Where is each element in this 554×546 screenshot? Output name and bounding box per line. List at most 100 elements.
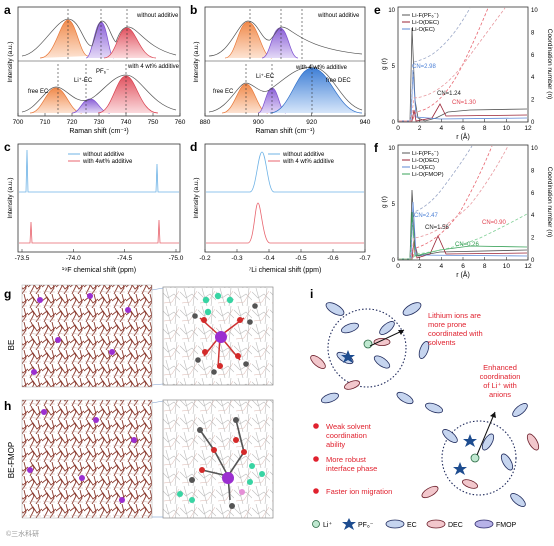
panel-c-legend-0: without additive (82, 152, 125, 158)
panel-d-ylabel: Intensity (a.u.) (193, 177, 200, 218)
panel-b-xlabel: Raman shift (cm⁻¹) (255, 128, 314, 135)
panel-e-yticks: 0 5 10 (388, 8, 395, 126)
panel-d-xticks: -0.2 -0.3 -0.4 -0.5 -0.6 -0.7 (199, 249, 371, 262)
panel-b-top-envelope (208, 20, 363, 57)
panel-b-top-label: without additive (317, 13, 360, 19)
panel-h-side-label: BE-FMOP (7, 442, 16, 478)
panel-b-peak-free-ec: free EC (213, 89, 234, 95)
panel-i-top-text: Lithium ions are more prone coordinated wi… (428, 311, 483, 347)
panel-f-cn-fmop (399, 213, 528, 260)
panel-f-letter: f (374, 141, 379, 155)
panel-f-y2-tick-label: 10 (531, 146, 538, 152)
panel-a-top-envelope (21, 18, 177, 57)
panel-d-legend-1: with 4 wt% additive (282, 159, 335, 165)
panel-e-y2-tick-label: 10 (531, 8, 538, 14)
panel-b-bottom-peak-dec (269, 67, 363, 114)
panel-b-peak-dec: free DEC (326, 78, 351, 84)
panel-e-y-tick-label: 0 (392, 120, 396, 126)
panel-b-x-tick-label: 900 (253, 119, 264, 126)
panel-f-cn-1: CN=1.56 (425, 225, 450, 231)
panel-e-letter: e (374, 3, 381, 17)
panel-g: g BE (4, 284, 274, 388)
panel-i-bullets: Weak solvent coordination ability More rob… (313, 422, 392, 496)
panel-a-x-tick-label: 740 (121, 119, 132, 126)
panel-b-bottom-label: with 4 wt% additive (295, 65, 348, 71)
panel-i-legend-fmop: FMOP (496, 522, 517, 529)
panel-c-series-with (19, 219, 179, 244)
panel-f-cn-lif (399, 145, 473, 260)
panel-d: d without additive with 4 wt% additive I… (190, 140, 371, 274)
panel-c-xlabel: ¹⁹F chemical shift (ppm) (62, 267, 136, 274)
panel-e-rdf-dec (399, 103, 528, 122)
panel-c-x-tick-label: -73.5 (15, 255, 30, 262)
panel-g-letter: g (4, 287, 11, 301)
panel-e-legend-1: Li-O(DEC) (412, 20, 439, 26)
panel-f-rdf-dec (399, 235, 528, 260)
panel-a-top-peak-liec (85, 21, 115, 59)
panel-i-ec-molecules-top (321, 302, 430, 405)
panel-i-legend-pf6: PF₆⁻ (358, 522, 374, 529)
panel-d-letter: d (190, 140, 197, 154)
panel-a-x-tick-label: 710 (40, 119, 51, 126)
panel-f-y2-tick-label: 8 (531, 168, 535, 174)
panel-f-legend-0: Li-F(PF₆⁻) (412, 151, 439, 157)
panel-e-cn-lif (399, 7, 471, 122)
panel-i-legend: Li⁺ PF₆⁻ EC DEC FMOP (312, 518, 517, 530)
panel-a-x-tick-label: 760 (175, 119, 186, 126)
panel-b-ylabel: Intensity (a.u.) (193, 41, 200, 82)
panel-e-rdf-lif (399, 27, 528, 122)
panel-d-x-tick-label: -0.5 (295, 255, 307, 262)
panel-i-right-text: Enhanced coordination of Li⁺ with anions (480, 363, 521, 399)
panel-d-x-tick-label: -0.6 (327, 255, 339, 262)
panel-f-y2label: Coordination number (n) (546, 167, 553, 237)
panel-a-bottom-peak-ec (29, 87, 83, 114)
panel-b-top-peak-ec (224, 21, 273, 59)
panel-e-y2-tick-label: 6 (531, 53, 535, 59)
panel-i-pf6-bottom-2 (453, 462, 467, 475)
panel-h-li-center (222, 472, 234, 484)
panel-h-letter: h (4, 399, 11, 413)
panel-f-cn-2: CN=0.90 (482, 220, 507, 226)
panel-d-legend-0: without additive (282, 152, 325, 158)
panel-c-x-tick-label: -74.0 (66, 255, 81, 262)
panel-e-y2-tick-label: 0 (531, 120, 535, 126)
panel-b-x-tick-label: 920 (306, 119, 317, 126)
panel-c-ylabel: Intensity (a.u.) (7, 177, 14, 218)
panel-f-y-tick-label: 10 (388, 146, 395, 152)
panel-i-bullet-0: Weak solvent coordination ability (326, 422, 372, 449)
panel-f-legend-2: Li-O(EC) (412, 165, 435, 171)
panel-f-cn-3: CN=0.26 (455, 242, 480, 248)
panel-d-series-with (206, 202, 364, 244)
panel-e-x-tick-label: 10 (503, 125, 511, 132)
panel-e-x-tick-label: 8 (483, 125, 487, 132)
panel-a-xlabel: Raman shift (cm⁻¹) (69, 128, 128, 135)
panel-i-dec-molecules-bottom (421, 433, 540, 499)
panel-e-y2ticks: 0 2 4 6 8 10 (531, 8, 538, 126)
panel-i-bullet-2: Faster ion migration (326, 487, 392, 496)
panel-c-frame (17, 143, 181, 253)
panel-h-md-box (21, 399, 153, 519)
panel-e-cn-1: CN=1.24 (437, 91, 462, 97)
panel-e-x-tick-label: 0 (396, 125, 400, 132)
panel-a-peak-free-ec: free EC (28, 89, 49, 95)
panel-e-y2-tick-label: 8 (531, 30, 535, 36)
panel-a-bottom-envelope (21, 74, 177, 113)
panel-f-cn-dec (399, 145, 493, 260)
panel-h: h BE-FMOP (4, 399, 274, 519)
panel-f-xticks: 0 2 4 6 8 10 12 (396, 257, 532, 270)
panel-c-series-without (19, 149, 179, 193)
panel-c: c without additive with 4wt% additive In… (4, 140, 184, 274)
panel-i-solvation-shell-bottom (441, 420, 517, 496)
panel-i-dec-molecules-top (310, 337, 391, 390)
panel-g-md-box (21, 284, 153, 388)
panel-g-li-center (215, 331, 227, 343)
panel-g-cluster (192, 292, 258, 375)
panel-h-li-atoms (27, 409, 137, 503)
panel-a-bottom-peak-pf6 (97, 75, 159, 114)
panel-f-x-tick-label: 6 (461, 263, 465, 270)
panel-e-y-tick-label: 5 (392, 64, 396, 70)
panel-i-pf6-bottom-1 (463, 434, 477, 447)
panel-e-rdf-ec (399, 69, 528, 122)
panel-b-xticks: 880 900 920 940 (200, 113, 371, 126)
